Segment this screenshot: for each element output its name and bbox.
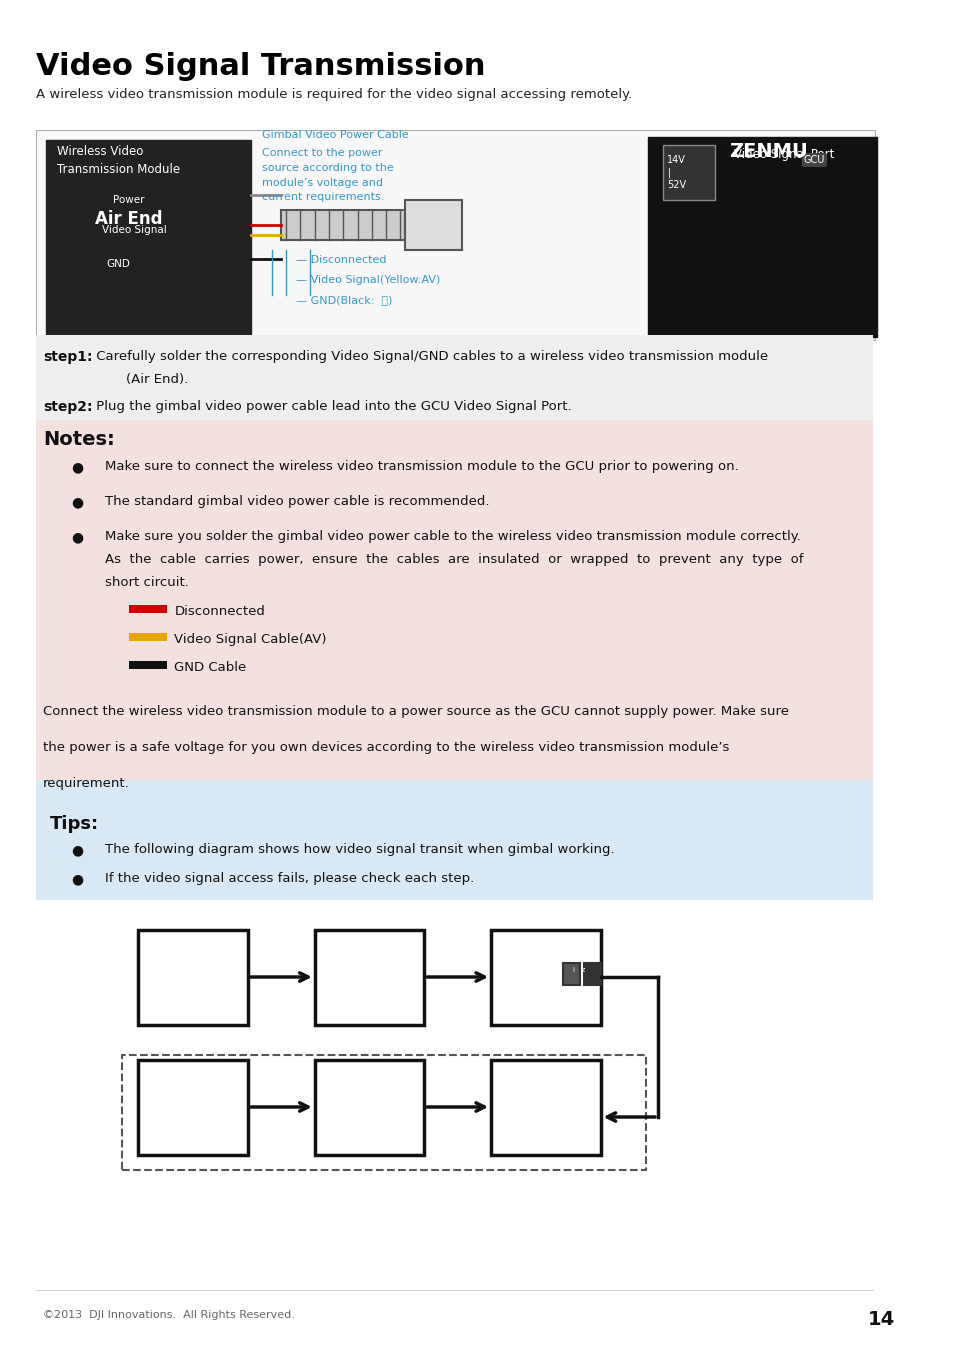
Text: step2:: step2:: [43, 399, 92, 414]
Text: ZENMU: ZENMU: [729, 142, 807, 161]
Bar: [46, 139, 251, 334]
Text: 14V
|
52V: 14V | 52V: [667, 154, 686, 191]
Text: 14: 14: [866, 1311, 894, 1330]
Text: ●: ●: [71, 496, 84, 509]
Text: ●: ●: [71, 872, 84, 886]
Text: ©2013  DJI Innovations.  All Rights Reserved.: ©2013 DJI Innovations. All Rights Reserv…: [43, 1311, 294, 1320]
Text: ●: ●: [71, 844, 84, 857]
Bar: [314, 930, 424, 1025]
Text: The standard gimbal video power cable is recommended.: The standard gimbal video power cable is…: [105, 496, 489, 508]
Bar: [129, 634, 167, 640]
Text: requirement.: requirement.: [43, 777, 130, 789]
Text: — Disconnected: — Disconnected: [295, 255, 386, 265]
Text: A wireless video transmission module is required for the video signal accessing : A wireless video transmission module is …: [36, 88, 632, 102]
Text: step1:: step1:: [43, 349, 92, 364]
Text: GCU: GCU: [803, 154, 824, 165]
Bar: [491, 1060, 600, 1155]
Text: Video Signal Port: Video Signal Port: [734, 148, 834, 161]
Text: (Air End).: (Air End).: [92, 372, 189, 386]
Bar: [129, 661, 167, 669]
Text: Tips:: Tips:: [50, 815, 98, 833]
Text: Air End: Air End: [95, 210, 163, 227]
Bar: [36, 780, 872, 900]
Bar: [129, 605, 167, 613]
Text: Video Signal: Video Signal: [102, 225, 167, 236]
Text: ●: ●: [71, 460, 84, 474]
Bar: [583, 963, 600, 984]
Text: Plug the gimbal video power cable lead into the GCU Video Signal Port.: Plug the gimbal video power cable lead i…: [92, 399, 572, 413]
Bar: [138, 1060, 248, 1155]
Text: Disconnected: Disconnected: [174, 605, 265, 617]
Bar: [648, 137, 876, 337]
Text: — GND(Black:  ⏚): — GND(Black: ⏚): [295, 295, 392, 305]
Bar: [314, 1060, 424, 1155]
Text: Connect to the power
source according to the
module’s voltage and
current requir: Connect to the power source according to…: [262, 148, 394, 202]
Bar: [36, 420, 872, 789]
Text: Video Signal Cable(AV): Video Signal Cable(AV): [174, 634, 327, 646]
Text: — Video Signal(Yellow:AV): — Video Signal(Yellow:AV): [295, 275, 439, 284]
Text: GND Cable: GND Cable: [174, 661, 247, 674]
Bar: [36, 334, 872, 420]
Text: Power: Power: [113, 195, 145, 204]
Text: Make sure to connect the wireless video transmission module to the GCU prior to : Make sure to connect the wireless video …: [105, 460, 738, 473]
Bar: [491, 930, 600, 1025]
Bar: [405, 200, 462, 250]
Text: Carefully solder the corresponding Video Signal/GND cables to a wireless video t: Carefully solder the corresponding Video…: [92, 349, 768, 363]
Bar: [122, 1055, 646, 1170]
Text: The following diagram shows how video signal transit when gimbal working.: The following diagram shows how video si…: [105, 844, 614, 856]
Bar: [138, 930, 248, 1025]
Bar: [562, 963, 579, 984]
Text: If the video signal access fails, please check each step.: If the video signal access fails, please…: [105, 872, 474, 886]
Text: Notes:: Notes:: [43, 431, 114, 450]
Bar: [281, 210, 405, 240]
Text: i   z: i z: [573, 967, 585, 974]
Text: Make sure you solder the gimbal video power cable to the wireless video transmis: Make sure you solder the gimbal video po…: [105, 529, 800, 543]
Text: Connect the wireless video transmission module to a power source as the GCU cann: Connect the wireless video transmission …: [43, 705, 788, 718]
Text: GND: GND: [107, 259, 131, 269]
Text: Wireless Video
Transmission Module: Wireless Video Transmission Module: [57, 145, 180, 176]
Text: short circuit.: short circuit.: [105, 575, 189, 589]
Text: Gimbal Video Power Cable: Gimbal Video Power Cable: [262, 130, 409, 139]
Bar: [662, 145, 715, 200]
Text: ●: ●: [71, 529, 84, 544]
Text: Video Signal Transmission: Video Signal Transmission: [36, 51, 485, 81]
Text: the power is a safe voltage for you own devices according to the wireless video : the power is a safe voltage for you own …: [43, 741, 728, 754]
Bar: [36, 130, 874, 340]
Text: As  the  cable  carries  power,  ensure  the  cables  are  insulated  or  wrappe: As the cable carries power, ensure the c…: [105, 552, 802, 566]
